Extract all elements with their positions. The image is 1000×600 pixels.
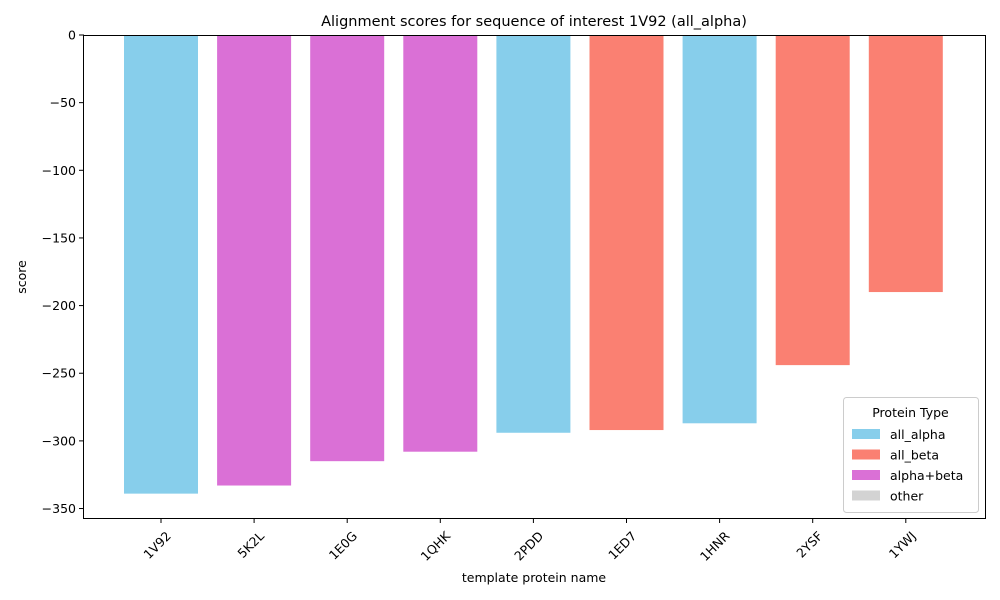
x-axis-label: template protein name — [462, 570, 607, 585]
legend-swatch-all_alpha — [852, 429, 880, 439]
x-tick-label: 1QHK — [418, 528, 454, 564]
x-tick-label: 1YWJ — [886, 528, 919, 561]
bar-1ED7 — [589, 35, 664, 431]
x-tick-label: 1V92 — [140, 528, 174, 562]
legend-swatch-all_beta — [852, 449, 880, 460]
bar-1YWJ — [868, 35, 943, 293]
y-tick-label: −200 — [42, 298, 76, 313]
x-tick-label: 2YSF — [793, 528, 825, 560]
y-tick-label: −150 — [42, 230, 76, 245]
x-tick-label: 1E0G — [326, 528, 360, 562]
x-tick-label: 2PDD — [511, 528, 546, 563]
bar-1HNR — [682, 35, 757, 424]
legend-label: all_alpha — [890, 427, 946, 442]
y-axis-label: score — [14, 260, 29, 294]
y-axis: 0 −50 −100 −150 −200 −250 −300 −350 — [42, 28, 84, 516]
x-axis: 1V92 5K2L 1E0G 1QHK 2PDD 1ED7 1HNR 2YSF 1YWJ — [140, 518, 919, 564]
y-tick-label: −100 — [42, 163, 76, 178]
x-tick-label: 1HNR — [697, 528, 733, 564]
legend-swatch-other — [852, 490, 880, 501]
x-tick-label: 1ED7 — [605, 528, 639, 562]
bar-2YSF — [775, 35, 850, 366]
bar-1QHK — [403, 35, 478, 452]
y-tick-label: −350 — [42, 501, 76, 516]
bar-2PDD — [496, 35, 571, 433]
bars-group — [124, 35, 943, 494]
legend-box — [843, 397, 979, 513]
legend: Protein Type all_alpha all_beta alpha+beta o… — [843, 397, 979, 513]
y-tick-label: −300 — [42, 433, 76, 448]
bar-1E0G — [310, 35, 385, 462]
legend-label: alpha+beta — [890, 468, 963, 483]
x-tick-label: 5K2L — [234, 528, 267, 561]
legend-label: all_beta — [890, 448, 939, 463]
bar-5K2L — [217, 35, 292, 486]
y-tick-label: 0 — [68, 28, 76, 43]
legend-label: other — [890, 489, 924, 504]
plot-frame — [83, 35, 986, 519]
bar-1V92 — [124, 35, 198, 494]
chart-title: Alignment scores for sequence of interes… — [321, 14, 747, 30]
legend-swatch-alpha-plus-beta — [852, 470, 880, 480]
y-tick-label: −250 — [42, 366, 76, 381]
legend-title: Protein Type — [872, 405, 949, 420]
y-tick-label: −50 — [50, 95, 76, 110]
